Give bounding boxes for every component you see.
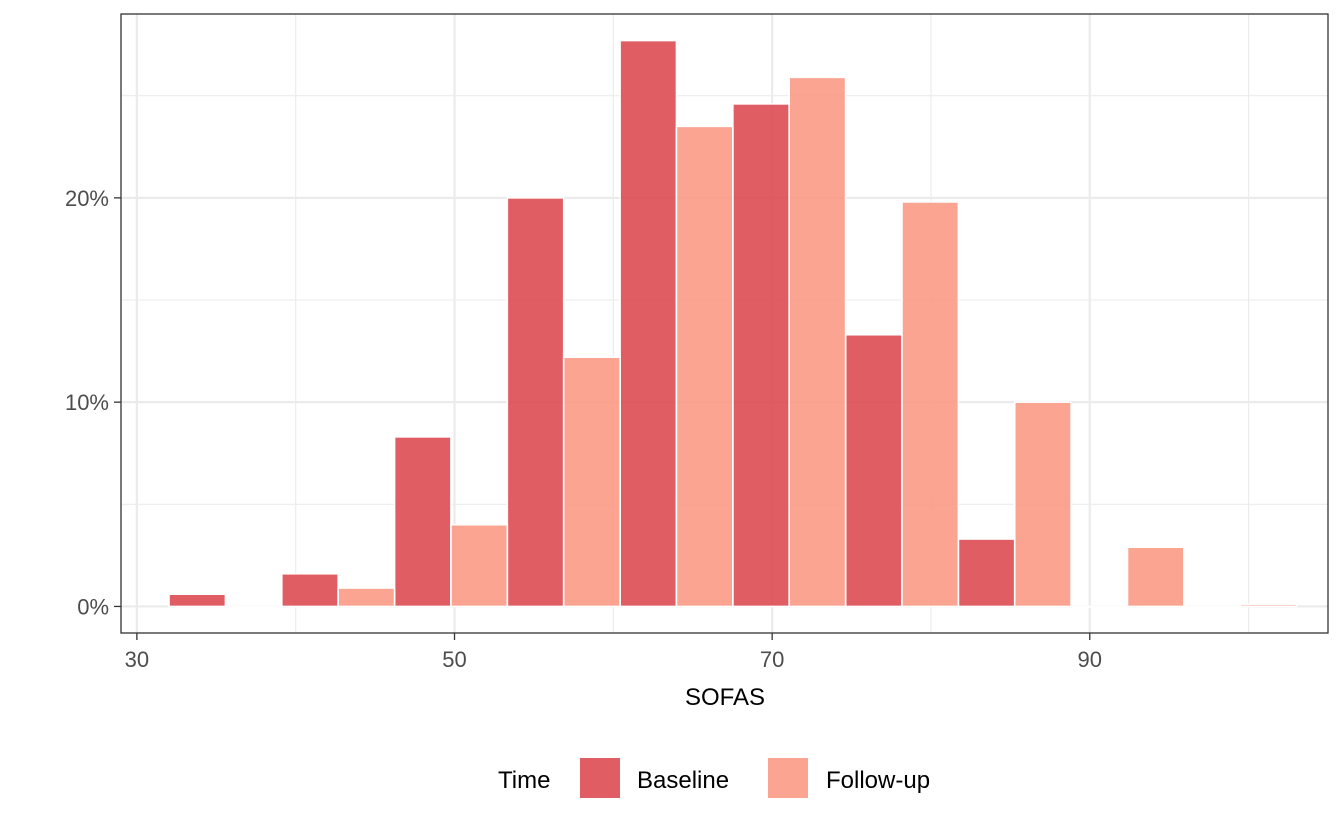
bar-baseline xyxy=(393,436,452,608)
bar-baseline xyxy=(619,39,678,608)
axes: 30 50 70 90 0% 10% 20% xyxy=(65,186,1102,672)
bar-baseline xyxy=(732,103,791,608)
x-tick-label: 30 xyxy=(125,647,149,672)
bar-baseline xyxy=(168,593,227,608)
legend-key-follow-up xyxy=(768,758,808,798)
bar-baseline xyxy=(1070,605,1129,608)
legend-label-baseline: Baseline xyxy=(637,767,729,794)
plot-panel-border xyxy=(120,13,1329,634)
bar-follow-up xyxy=(1013,401,1072,608)
x-tick-label: 90 xyxy=(1078,647,1102,672)
bar-follow-up xyxy=(562,356,621,608)
x-axis-title: SOFAS xyxy=(685,684,765,711)
legend-title: Time xyxy=(498,767,550,794)
bar-follow-up xyxy=(901,201,960,608)
bar-baseline xyxy=(844,333,903,608)
x-tick-label: 70 xyxy=(760,647,784,672)
y-tick-label: 20% xyxy=(65,186,109,211)
bar-follow-up xyxy=(1126,546,1185,608)
bar-follow-up xyxy=(1239,603,1298,608)
bar-follow-up xyxy=(675,125,734,608)
y-tick-label: 0% xyxy=(77,594,109,619)
x-tick-label: 50 xyxy=(442,647,466,672)
legend-key-baseline xyxy=(580,758,620,798)
bar-follow-up xyxy=(788,76,847,608)
bar-follow-up xyxy=(450,523,509,608)
bars xyxy=(168,39,1298,608)
bar-baseline xyxy=(1183,605,1242,608)
bar-baseline xyxy=(506,197,565,608)
legend-label-follow-up: Follow-up xyxy=(826,767,930,794)
bar-baseline xyxy=(957,538,1016,608)
bar-follow-up xyxy=(337,587,396,608)
legend: Time Baseline Follow-up xyxy=(498,758,930,798)
bar-follow-up xyxy=(224,605,283,608)
y-tick-label: 10% xyxy=(65,390,109,415)
bar-baseline xyxy=(281,572,339,608)
